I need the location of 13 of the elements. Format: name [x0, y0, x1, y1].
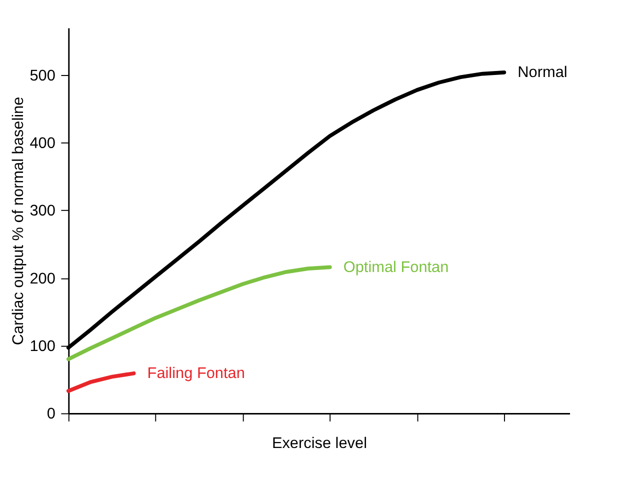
y-tick-label: 500 — [30, 67, 56, 84]
y-tick-label: 400 — [30, 135, 56, 152]
y-tick-label: 0 — [46, 406, 56, 423]
x-axis-title: Exercise level — [272, 434, 367, 452]
y-tick-label: 300 — [30, 202, 56, 220]
series-label: Normal — [518, 64, 568, 82]
y-tick-label: 200 — [30, 270, 56, 288]
series-label: Failing Fontan — [147, 365, 245, 382]
series-label: Optimal Fontan — [343, 259, 449, 276]
y-axis-title: Cardiac output % of normal baseline — [10, 96, 27, 346]
line-series — [66, 265, 332, 362]
line-series — [66, 371, 136, 393]
y-tick-label: 100 — [30, 338, 56, 355]
